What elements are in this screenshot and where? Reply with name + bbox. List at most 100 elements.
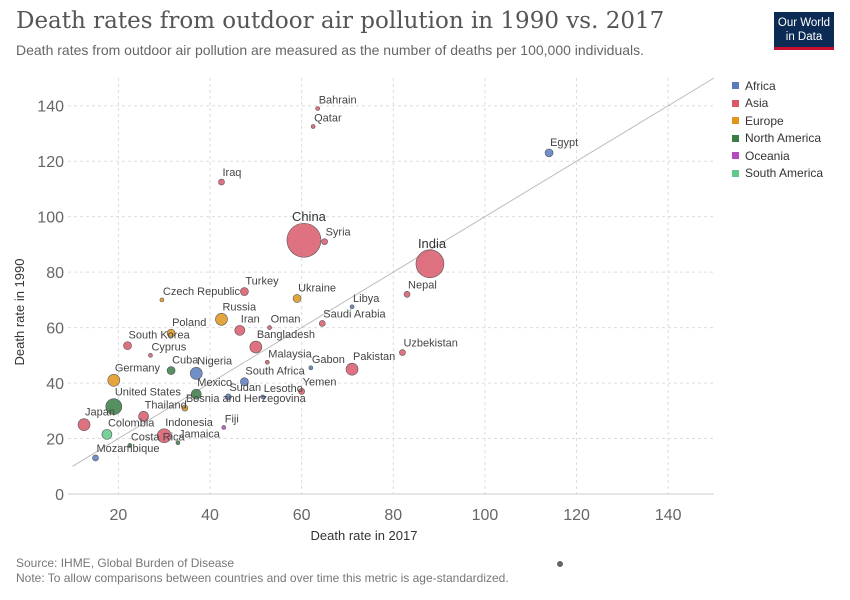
data-point [264,359,270,365]
x-tick-label: 20 [109,507,127,524]
y-tick-label: 20 [46,432,64,449]
point-label: South Korea [129,330,191,342]
data-point [218,178,225,186]
data-point [321,238,328,245]
point-label: Colombia [108,417,155,429]
point-label: Thailand [145,399,187,411]
legend-label: Europe [745,113,784,128]
data-point [175,440,181,445]
legend-item-africa[interactable]: Africa [732,77,823,95]
x-axis-label: Death rate in 2017 [311,528,418,543]
point-label: Uzbekistan [403,338,457,350]
data-point [215,312,228,326]
data-point [166,366,176,375]
data-point [77,418,91,431]
data-point [318,320,326,327]
point-label: Mexico [197,377,232,389]
y-tick-label: 100 [37,210,64,227]
point-label: Bahrain [319,95,357,107]
point-label: Bosnia and Herzegovina [186,393,307,405]
data-point [315,106,320,111]
data-point [310,124,316,129]
grid [68,78,714,495]
point-label: Turkey [245,276,279,288]
legend-item-europe[interactable]: Europe [732,112,823,130]
data-point [189,367,203,380]
point-label: Egypt [550,137,578,149]
legend-swatch [732,152,739,160]
point-label: India [418,236,447,251]
data-point [260,394,266,400]
data-point [123,341,132,350]
point-label: Oman [271,314,301,326]
point-label: Sudan [229,382,261,394]
legend-label: North America [745,131,822,146]
data-point [292,294,302,303]
legend-item-north-america[interactable]: North America [732,130,823,148]
legend-label: Oceania [745,148,790,163]
x-tick-label: 80 [384,507,402,524]
point-label: Poland [172,317,206,329]
data-point [286,222,322,258]
data-point [190,388,202,400]
diagonal-reference-line [72,77,715,467]
data-point [403,291,411,298]
y-tick-label: 40 [46,376,64,393]
legend-swatch [732,134,739,142]
logo-line-2: in Data [785,31,823,43]
x-tick-label: 60 [293,507,311,524]
legend-label: South America [745,166,824,181]
point-label: Fiji [225,413,239,425]
point-label: Cyprus [151,341,186,353]
legend-label: Asia [745,96,769,111]
point-label: Saudi Arabia [323,308,386,320]
data-point [267,325,272,330]
methodology-note: Note: To allow comparisons between count… [16,571,509,585]
point-label: Czech Republic [163,286,241,298]
point-label: China [292,209,327,224]
point-label: Iran [241,313,260,325]
data-point [240,287,249,296]
point-label: Yemen [303,376,337,388]
data-point [308,365,314,371]
point-label: Ukraine [298,282,336,294]
point-label: Cuba [172,355,199,367]
data-point [159,297,165,303]
point-label: Gabon [312,354,345,366]
data-point [249,340,263,354]
legend: Africa Asia Europe North America Oceania… [732,77,823,182]
x-tick-label: 40 [201,507,219,524]
legend-item-oceania[interactable]: Oceania [732,147,823,165]
data-point [345,362,359,376]
y-tick-label: 140 [37,99,64,116]
legend-item-south-america[interactable]: South America [732,165,823,183]
point-label: Costa Rica [131,431,186,443]
data-point [349,304,355,310]
data-point [181,404,189,412]
point-label: Iraq [222,167,241,179]
point-labels: Bahrain Qatar Egypt Iraq China Syria India Nepa… [85,95,578,455]
point-label: Jamaica [179,429,221,441]
data-point [544,148,554,158]
axis-ticks: 0 20 40 60 80 100 120 140 20 40 60 80 100 120 140 [37,99,681,524]
point-label: Nigeria [197,355,233,367]
point-label: United States [115,387,182,399]
timeline-dot-icon[interactable] [557,561,563,567]
legend-item-asia[interactable]: Asia [732,95,823,113]
data-point [415,249,445,279]
data-point [240,377,249,386]
point-label: Pakistan [353,351,395,363]
chart-subtitle: Death rates from outdoor air pollution a… [16,42,645,58]
data-point [127,443,133,448]
source-note: Source: IHME, Global Burden of Disease [16,556,235,570]
point-label: Japan [85,407,115,419]
chart-title: Death rates from outdoor air pollution i… [16,8,665,34]
data-point [107,373,121,387]
data-point [166,328,176,338]
point-label: Russia [222,301,257,313]
data-point [234,325,246,336]
legend-label: Africa [745,78,776,93]
data-points [77,106,554,462]
owid-logo[interactable]: Our World in Data [774,12,834,50]
